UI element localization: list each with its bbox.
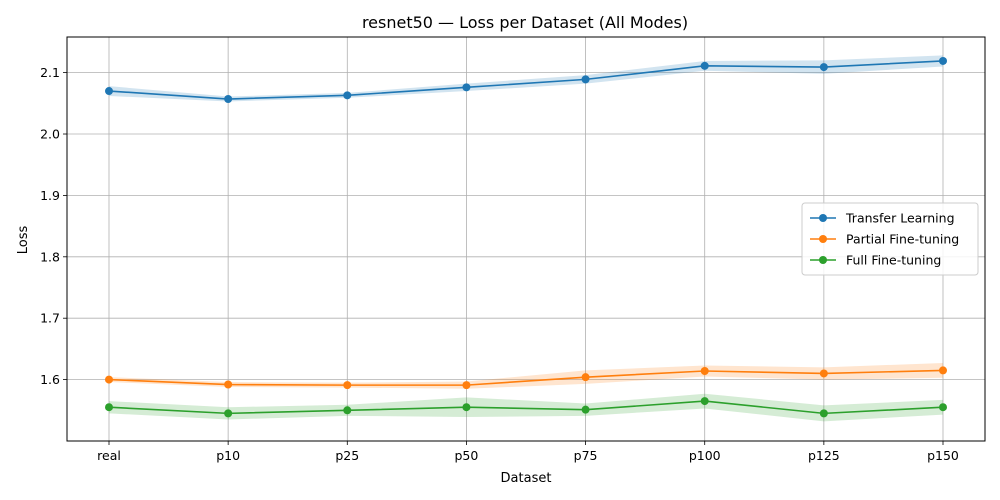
x-tick-label: p75: [574, 448, 598, 463]
full-fine-tuning-point: [462, 403, 471, 412]
x-axis-label: Dataset: [501, 471, 552, 486]
x-axis-ticks: real p10 p25 p50 p75 p100 p125 p150: [97, 441, 959, 463]
partial-fine-tuning-point: [700, 367, 709, 376]
full-fine-tuning-point: [819, 409, 828, 418]
full-fine-tuning-point: [700, 397, 709, 406]
partial-fine-tuning-line: [108, 369, 944, 386]
x-tick-label: real: [97, 448, 121, 463]
y-tick-label: 1.6: [40, 372, 60, 387]
partial-fine-tuning-band: [109, 363, 943, 389]
transfer-learning-point: [462, 83, 471, 92]
partial-fine-tuning-point: [343, 381, 352, 390]
chart-title: resnet50 — Loss per Dataset (All Modes): [362, 13, 688, 32]
transfer-learning-point: [343, 91, 352, 100]
partial-fine-tuning-point: [105, 375, 113, 384]
transfer-learning-point: [819, 63, 828, 72]
x-tick-label: p125: [808, 448, 840, 463]
legend-label: Full Fine-tuning: [846, 253, 941, 268]
x-tick-label: p25: [335, 448, 359, 463]
full-fine-tuning-point: [343, 406, 352, 415]
legend-box: [801, 202, 979, 276]
y-tick-label: 2.0: [40, 127, 60, 142]
y-tick-label: 1.7: [40, 311, 60, 326]
transfer-learning-point: [581, 75, 590, 84]
plot-frame: [66, 36, 986, 442]
transfer-learning-point: [939, 56, 947, 65]
partial-fine-tuning-point: [939, 366, 947, 375]
partial-fine-tuning-point: [581, 373, 590, 382]
legend-label: Partial Fine-tuning: [846, 232, 959, 247]
series-points: [105, 56, 947, 418]
legend-swatch-marker: [819, 256, 827, 264]
y-tick-label: 2.1: [40, 65, 60, 80]
partial-fine-tuning-point: [224, 380, 233, 389]
x-tick-label: p10: [216, 448, 240, 463]
legend-label: Transfer Learning: [845, 211, 955, 226]
full-fine-tuning-band: [109, 393, 943, 422]
full-fine-tuning-line: [108, 400, 944, 415]
full-fine-tuning-point: [224, 409, 233, 418]
full-fine-tuning-point: [581, 405, 590, 414]
full-fine-tuning-point: [105, 403, 113, 412]
legend: Transfer Learning Partial Fine-tuning Full…: [801, 202, 979, 276]
y-axis-label: Loss: [16, 226, 31, 255]
x-tick-label: p150: [927, 448, 959, 463]
transfer-learning-line: [108, 60, 944, 100]
y-axis-ticks: 1.6 1.7 1.8 1.9 2.0 2.1: [40, 65, 67, 387]
x-tick-label: p100: [689, 448, 721, 463]
y-tick-label: 1.9: [40, 188, 60, 203]
transfer-learning-point: [700, 61, 709, 70]
legend-swatch-marker: [819, 235, 827, 243]
x-tick-label: p50: [455, 448, 479, 463]
transfer-learning-point: [105, 87, 113, 96]
partial-fine-tuning-point: [462, 381, 471, 390]
y-tick-label: 1.8: [40, 249, 60, 264]
transfer-learning-point: [224, 95, 233, 104]
partial-fine-tuning-point: [819, 369, 828, 378]
series-lines: [108, 60, 944, 415]
full-fine-tuning-point: [939, 403, 947, 412]
legend-swatch-marker: [819, 214, 827, 222]
